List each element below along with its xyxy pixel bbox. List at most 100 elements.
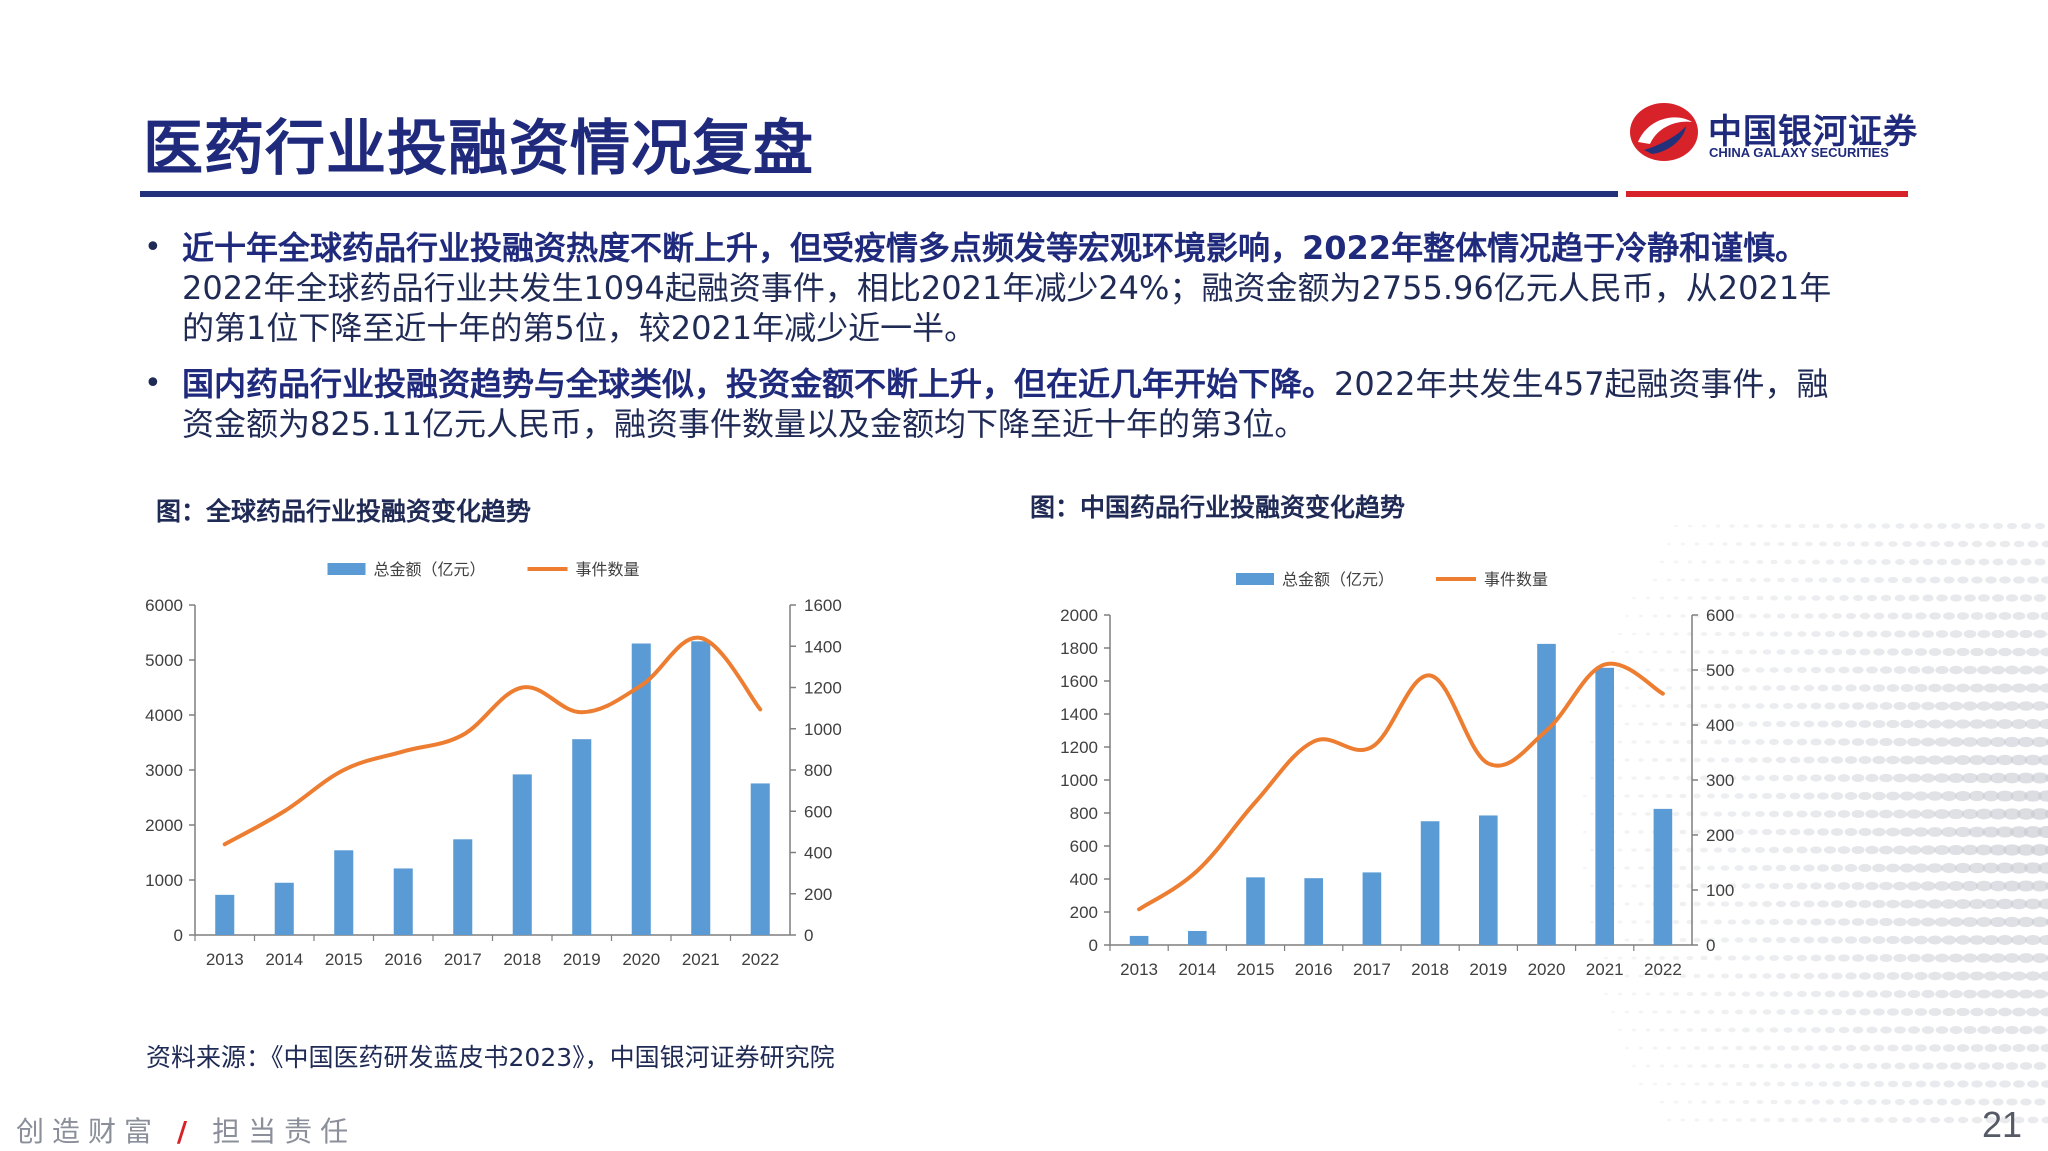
decor-dot	[1831, 972, 1843, 980]
decor-dot	[1991, 594, 2005, 602]
decor-dot	[1659, 992, 1665, 996]
decor-dot	[1948, 701, 1964, 711]
decor-dot	[1955, 899, 1971, 909]
decor-dot	[1748, 721, 1758, 727]
decor-dot	[1790, 684, 1800, 692]
decor-dot	[1832, 1117, 1842, 1123]
decor-dot	[1832, 577, 1842, 583]
decor-dot	[2031, 880, 2048, 892]
decor-dot	[2032, 989, 2048, 999]
decor-dot	[1936, 1062, 1948, 1070]
x-tick-label: 2016	[1295, 960, 1333, 979]
decor-dot	[1804, 1081, 1814, 1087]
decor-dot	[1673, 560, 1679, 564]
decor-dot	[1942, 1007, 1956, 1017]
decor-dot	[1720, 937, 1730, 943]
decor-dot	[1644, 812, 1652, 816]
decor-dot	[1951, 522, 1961, 530]
y-right-tick-label: 1200	[804, 679, 842, 698]
decor-dot	[1777, 1117, 1785, 1123]
decor-dot	[1881, 559, 1891, 565]
decor-dot	[1950, 1062, 1962, 1070]
decor-dot	[1763, 541, 1771, 547]
decor-dot	[1638, 830, 1644, 834]
decor-dot	[1851, 809, 1865, 819]
decor-dot	[1927, 863, 1943, 873]
decor-dot	[1728, 1100, 1736, 1104]
decor-dot	[2020, 522, 2032, 530]
decor-dot	[1927, 827, 1943, 837]
decor-dot	[1727, 739, 1737, 745]
decor-dot	[1728, 560, 1736, 564]
decor-dot	[1989, 736, 2007, 748]
decor-dot	[1770, 523, 1778, 529]
decor-dot	[1845, 648, 1857, 656]
decor-dot	[1954, 862, 1972, 874]
decor-dot	[1652, 650, 1658, 654]
decor-dot	[1728, 1027, 1736, 1033]
decor-dot	[1783, 1027, 1793, 1033]
decor-dot	[1777, 1081, 1785, 1087]
decor-dot	[1734, 829, 1744, 835]
decor-dot	[1894, 1098, 1906, 1106]
decor-dot	[1956, 1044, 1970, 1052]
decor-dot	[1894, 1026, 1906, 1034]
decor-dot	[1968, 826, 1986, 838]
decor-dot	[1748, 901, 1758, 907]
decor-dot	[1880, 630, 1892, 638]
decor-dot	[1700, 919, 1708, 925]
decor-dot	[1652, 974, 1658, 978]
decor-dot	[1796, 738, 1808, 746]
decor-dot	[1895, 523, 1905, 529]
decor-dot	[2024, 898, 2042, 910]
bar-2021	[691, 641, 711, 935]
decor-dot	[1872, 899, 1886, 909]
decor-dot	[2025, 683, 2041, 693]
decor-dot	[1858, 720, 1872, 728]
decor-dot	[1934, 701, 1950, 711]
decor-dot	[1720, 721, 1730, 727]
decor-dot	[2006, 522, 2018, 530]
bar-2016	[1304, 878, 1324, 945]
decor-dot	[2026, 647, 2040, 657]
decor-dot	[1769, 1027, 1779, 1033]
decor-dot	[1872, 755, 1886, 765]
x-tick-label: 2013	[206, 950, 244, 969]
decor-dot	[1941, 791, 1957, 801]
header-rule-blue	[140, 191, 1618, 197]
decor-dot	[1824, 990, 1836, 998]
decor-dot	[1920, 773, 1936, 783]
legend-line-label: 事件数量	[1484, 571, 1548, 589]
decor-dot	[1652, 614, 1658, 618]
decor-dot	[1775, 828, 1787, 836]
decor-dot	[1715, 524, 1721, 528]
decor-dot	[1817, 864, 1829, 872]
decor-dot	[1817, 720, 1829, 728]
decor-dot	[1755, 667, 1765, 673]
x-tick-label: 2015	[1237, 960, 1275, 979]
decor-dot	[1999, 540, 2011, 548]
decor-dot	[1713, 739, 1723, 745]
decor-dot	[1749, 1045, 1757, 1051]
decor-dot	[1957, 1080, 1969, 1088]
decor-dot	[1922, 558, 1934, 566]
decor-dot	[1638, 902, 1644, 906]
decor-dot	[1659, 1064, 1665, 1068]
decor-dot	[1846, 1117, 1856, 1123]
y-left-tick-label: 1400	[1060, 705, 1098, 724]
decor-dot	[1942, 1044, 1956, 1052]
decor-dot	[1782, 738, 1794, 746]
decor-dot	[1817, 936, 1829, 944]
decor-dot	[1916, 540, 1926, 548]
decor-dot	[1652, 578, 1658, 582]
y-left-tick-label: 1800	[1060, 639, 1098, 658]
chart-global: 0 1000 2000 3000 4000 5000 6000 0 200 400 600 800 10…	[145, 561, 842, 969]
decor-dot	[1957, 576, 1969, 584]
decor-dot	[1948, 773, 1964, 783]
decor-dot	[1906, 809, 1922, 819]
decor-dot	[1838, 954, 1850, 962]
decor-dot	[1701, 560, 1707, 564]
decor-dot	[1929, 576, 1941, 584]
decor-dot	[1852, 666, 1864, 674]
decor-dot	[1893, 666, 1907, 674]
